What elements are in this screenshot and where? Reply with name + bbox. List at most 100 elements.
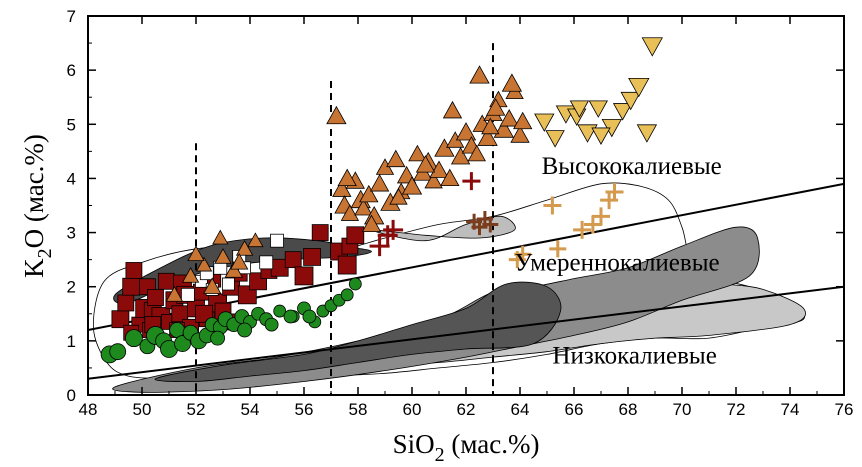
point-triangle-up-3-35: [450, 146, 471, 165]
point-circle-2-30: [283, 309, 298, 324]
point-square-0-9: [147, 289, 164, 306]
y-tick-label-7: 7: [67, 7, 76, 26]
point-square-1-0: [180, 287, 195, 302]
x-tick-label-68: 68: [619, 400, 638, 419]
vertical-dashed-lines: [195, 43, 494, 395]
point-triangle-up-3-27: [408, 144, 427, 162]
point-circle-2-2: [124, 329, 143, 348]
point-square-1-4: [221, 277, 235, 291]
point-square-0-2: [122, 277, 141, 296]
point-triangle-up-3-3: [203, 277, 222, 294]
point-triangle-up-3-43: [493, 119, 514, 138]
x-tick-label-48: 48: [79, 400, 98, 419]
point-square-0-35: [337, 255, 357, 275]
x-tick-label-52: 52: [187, 400, 206, 419]
point-triangle-up-3-11: [326, 105, 347, 125]
x-tick-label-72: 72: [727, 400, 746, 419]
point-triangle-up-3-54: [389, 188, 408, 205]
point-square-0-26: [237, 285, 257, 305]
point-plus-7-6: [592, 207, 610, 226]
x-axis-title: SiO2 (мас.%): [393, 429, 540, 466]
point-triangle-up-3-40: [477, 127, 498, 146]
point-triangle-down-4-0: [534, 113, 555, 132]
x-tick-label-58: 58: [349, 400, 368, 419]
point-plus-5-2: [383, 219, 404, 240]
point-plus-7-8: [605, 182, 624, 201]
point-circle-2-32: [237, 322, 253, 338]
x-tick-label-66: 66: [565, 400, 584, 419]
point-square-0-41: [195, 304, 214, 323]
point-triangle-up-3-0: [165, 286, 184, 302]
y-tick-label-4: 4: [67, 169, 76, 188]
x-tick-label-62: 62: [457, 400, 476, 419]
point-triangle-down-4-4: [577, 124, 598, 143]
point-triangle-down-4-1: [545, 130, 565, 148]
y-axis-title: K2O (мас.%): [19, 134, 56, 278]
y-tick-label-3: 3: [67, 224, 76, 243]
x-tick-label-54: 54: [241, 400, 260, 419]
point-triangle-up-3-51: [481, 117, 500, 135]
point-circle-2-20: [273, 304, 287, 318]
field-label-2: Низкокалиевые: [552, 343, 716, 370]
y-tick-label-0: 0: [67, 386, 76, 405]
x-tick-label-60: 60: [403, 400, 422, 419]
point-triangle-up-3-50: [513, 111, 533, 130]
point-triangle-up-3-14: [340, 204, 360, 221]
point-triangle-down-4-13: [591, 127, 611, 145]
point-square-0-11: [157, 272, 175, 290]
point-triangle-up-3-4: [214, 248, 232, 264]
field-annotations: Высококалиевые Умереннокалиевые Низкокалие…: [515, 153, 722, 370]
point-triangle-up-3-30: [424, 171, 443, 189]
point-triangle-down-4-11: [641, 37, 663, 57]
point-triangle-up-3-56: [337, 168, 357, 187]
point-triangle-up-3-9: [212, 229, 229, 245]
point-plus-7-2: [543, 196, 562, 215]
point-triangle-up-3-46: [510, 125, 530, 143]
point-triangle-up-3-5: [224, 261, 243, 278]
point-plus-7-4: [573, 220, 592, 239]
point-triangle-down-4-12: [569, 100, 590, 118]
data-points: [100, 37, 663, 364]
point-plus-7-5: [583, 215, 602, 234]
point-circle-2-29: [302, 309, 317, 324]
point-triangle-up-3-55: [361, 214, 382, 233]
point-triangle-up-3-36: [455, 122, 477, 141]
point-square-1-6: [259, 255, 274, 270]
point-circle-2-8: [174, 335, 191, 352]
x-tick-label-64: 64: [511, 400, 530, 419]
point-triangle-up-3-48: [486, 98, 506, 116]
point-triangle-up-3-1: [181, 267, 200, 283]
point-triangle-up-3-6: [235, 239, 254, 256]
point-triangle-up-3-33: [440, 168, 460, 187]
point-triangle-up-3-47: [469, 65, 490, 84]
point-circle-2-28: [348, 277, 362, 291]
point-square-1-7: [270, 233, 284, 248]
point-triangle-up-3-7: [247, 232, 264, 248]
point-triangle-up-3-53: [415, 155, 436, 173]
point-circle-2-33: [210, 330, 226, 346]
point-triangle-down-4-7: [612, 103, 633, 121]
point-triangle-up-3-17: [354, 198, 373, 216]
point-triangle-up-3-18: [359, 184, 379, 203]
point-plus-6-1: [471, 219, 488, 236]
point-square-0-1: [117, 294, 135, 312]
point-circle-2-27: [340, 288, 354, 302]
point-triangle-up-3-20: [369, 174, 390, 192]
point-triangle-down-4-5: [588, 100, 608, 118]
point-square-0-30: [284, 251, 302, 269]
point-triangle-up-3-23: [386, 149, 406, 168]
point-triangle-up-3-8: [187, 245, 205, 262]
point-triangle-up-3-38: [467, 144, 486, 162]
point-triangle-up-3-52: [442, 100, 463, 119]
point-plus-5-3: [462, 172, 481, 191]
point-plus-7-3: [549, 240, 567, 258]
x-tick-label-50: 50: [133, 400, 152, 419]
point-triangle-down-4-9: [628, 77, 650, 98]
point-triangle-up-3-49: [501, 73, 523, 92]
point-triangle-up-3-10: [230, 253, 249, 270]
field-label-0: Высококалиевые: [542, 153, 722, 180]
point-circle-2-1: [109, 343, 127, 361]
x-tick-label-76: 76: [835, 400, 854, 419]
